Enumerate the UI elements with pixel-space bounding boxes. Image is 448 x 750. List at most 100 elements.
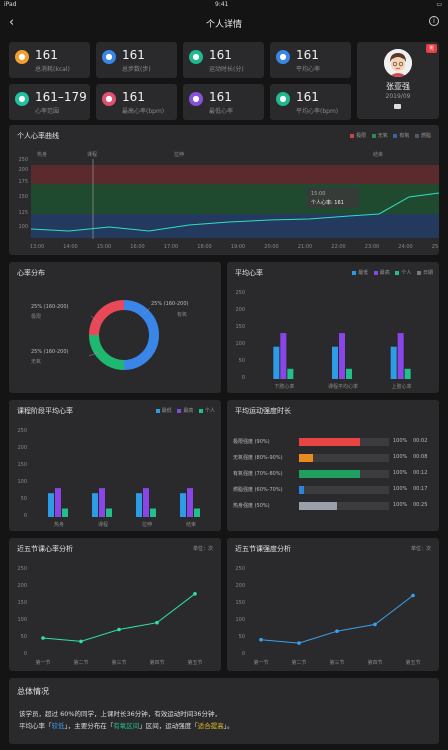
zone-pct: 100% [393,486,408,492]
stat-card: ● 161 平均心率 [270,42,351,78]
y-tick-label: 0 [24,651,27,657]
y-tick-label: 200 [235,307,245,313]
recent-hr-chart: 250 200 150 100 50 0 第一节 第二节 第三节 第四节 第五节 [17,566,202,666]
steps-icon: ● [102,50,116,64]
donut-chart: 25% (160-200) 极限 25% (160-200) 有氧 25% (1… [31,300,189,370]
x-tick-label: 课程平均心率 [328,383,358,390]
stat-card: ● 161 平均心率(bpm) [270,84,351,120]
x-tick-label: 17:00 [164,244,178,250]
y-tick-label: 100 [18,224,28,230]
battery-icon: ▭ [436,1,442,8]
y-tick-label: 250 [235,566,245,572]
x-tick-label: 拉伸 [142,521,152,528]
zone-label: 极限强度 (90%) [233,439,270,445]
zone-max [31,165,439,184]
stat-card: ● 161 总消耗(kcal) [9,42,90,78]
stage-hr-legend: 最低 最高 个人 [152,407,215,414]
profile-card[interactable]: 男 张亚强 2019/09 [357,42,439,119]
zone-row: 有氧强度 (70%-80%) 100% 00:12 [227,468,439,480]
data-point [411,593,415,598]
legend-label: 无氧 [377,133,388,139]
bar [194,508,200,517]
zone-fill [299,438,361,446]
zone-pct: 100% [393,438,408,444]
zone-time: 00:02 [413,438,428,444]
donut-slice [123,300,159,370]
bar [136,493,142,517]
y-tick-label: 100 [17,479,27,485]
x-tick-label: 第五节 [405,659,420,666]
y-tick-label: 250 [17,566,27,572]
zone-time-title: 平均运动强度时长 [235,407,291,415]
slice-sublabel: 无氧 [31,358,41,365]
series-line [42,593,196,642]
stat-card: ● 161 总步数(步) [96,42,177,78]
enroll-date: 2019/09 [385,93,411,100]
summary-frag: 」。 [223,722,234,730]
slice-label: 25% (160-200) [31,349,69,355]
x-tick-label: 24:00 [398,244,412,250]
zone-pct: 100% [393,502,408,508]
zone-anaerobic [31,184,439,214]
x-tick-label: 21:00 [298,244,312,250]
x-tick-label: 14:00 [63,244,77,250]
hr-dist-panel: 心率分布 25% (160-200) 极限 25% (160-200) 有氧 2… [9,262,221,393]
legend-label: 最高 [183,408,194,414]
nav-bar: ‹ 个人详情 i [0,10,448,36]
stat-card: ● 161–179 心率范围 [9,84,90,120]
info-icon[interactable]: i [429,16,439,26]
student-name: 张亚强 [386,82,410,91]
y-tick-label: 250 [18,157,28,163]
x-tick-label: 23:00 [365,244,379,250]
y-tick-label: 200 [17,445,27,451]
tooltip [307,188,359,208]
bar [150,508,156,517]
bar [92,493,98,517]
summary-line: 该学员，超过 60%的同学，上课时长36分钟，有效运动时间36分钟， [19,710,222,718]
phase-label: 热身 [37,151,47,158]
bar [397,333,404,379]
x-tick-label: 第三节 [329,659,344,666]
zone-label: 燃脂强度 (60%-70%) [233,487,283,493]
summary-frag: 平均心率「 [19,722,52,730]
data-point [79,639,83,644]
recent-intensity-chart: 250 200 150 100 50 0 第一节 第二节 第三节 第四节 第五节 [235,566,420,666]
y-tick-label: 150 [235,324,245,330]
x-tick-label: 第五节 [187,659,202,666]
zone-time-panel: 平均运动强度时长 极限强度 (90%) 100% 00:02 无氧强度 (80%-90… [227,400,439,531]
card-icon [394,104,401,109]
data-point [259,637,263,642]
bar [332,346,338,379]
stage-hr-chart: 250 200 150 100 50 0 热身 课程 拉伸 结束 [17,428,200,528]
bar [99,488,105,517]
heart-avg-icon: ● [276,92,290,106]
stage-hr-panel: 课程阶段平均心率 最低 最高 个人 250 200 150 100 50 0 热身 课程 拉伸 结… [9,400,221,531]
data-point [117,627,121,632]
zone-label: 热身强度 (50%) [233,503,270,509]
back-icon[interactable]: ‹ [9,15,15,30]
data-point [297,641,301,645]
y-tick-label: 0 [24,513,27,519]
stat-value: 161 [209,48,232,62]
slice-label: 25% (160-200) [151,301,189,307]
y-tick-label: 50 [239,358,245,364]
y-tick-label: 200 [17,583,27,589]
stat-value: 161–179 [35,90,87,104]
zone-time: 00:08 [413,454,428,460]
stat-value: 161 [296,90,319,104]
x-tick-label: 课程 [98,521,108,528]
hr-curve-panel: 个人心率曲线 极限 无氧 有氧 燃脂 热身 课程 拉伸 结束 15:00 个人心… [9,125,439,255]
legend-label: 个人 [204,408,215,414]
bar [48,493,54,517]
data-point [155,620,159,625]
zone-track [299,486,389,494]
x-tick-label: 25:00 [432,244,439,250]
zone-fill [299,486,304,494]
stat-unit: 总消耗(kcal) [35,66,70,73]
y-tick-label: 0 [242,651,245,657]
x-tick-label: 20:00 [264,244,278,250]
gender-tag: 男 [425,44,437,53]
bar [180,493,186,517]
legend-label: 日期 [422,270,433,276]
avg-hr-panel: 平均心率 最低 最高 个人 日期 250 200 150 100 50 0 下肢心率 课程平均… [227,262,439,393]
